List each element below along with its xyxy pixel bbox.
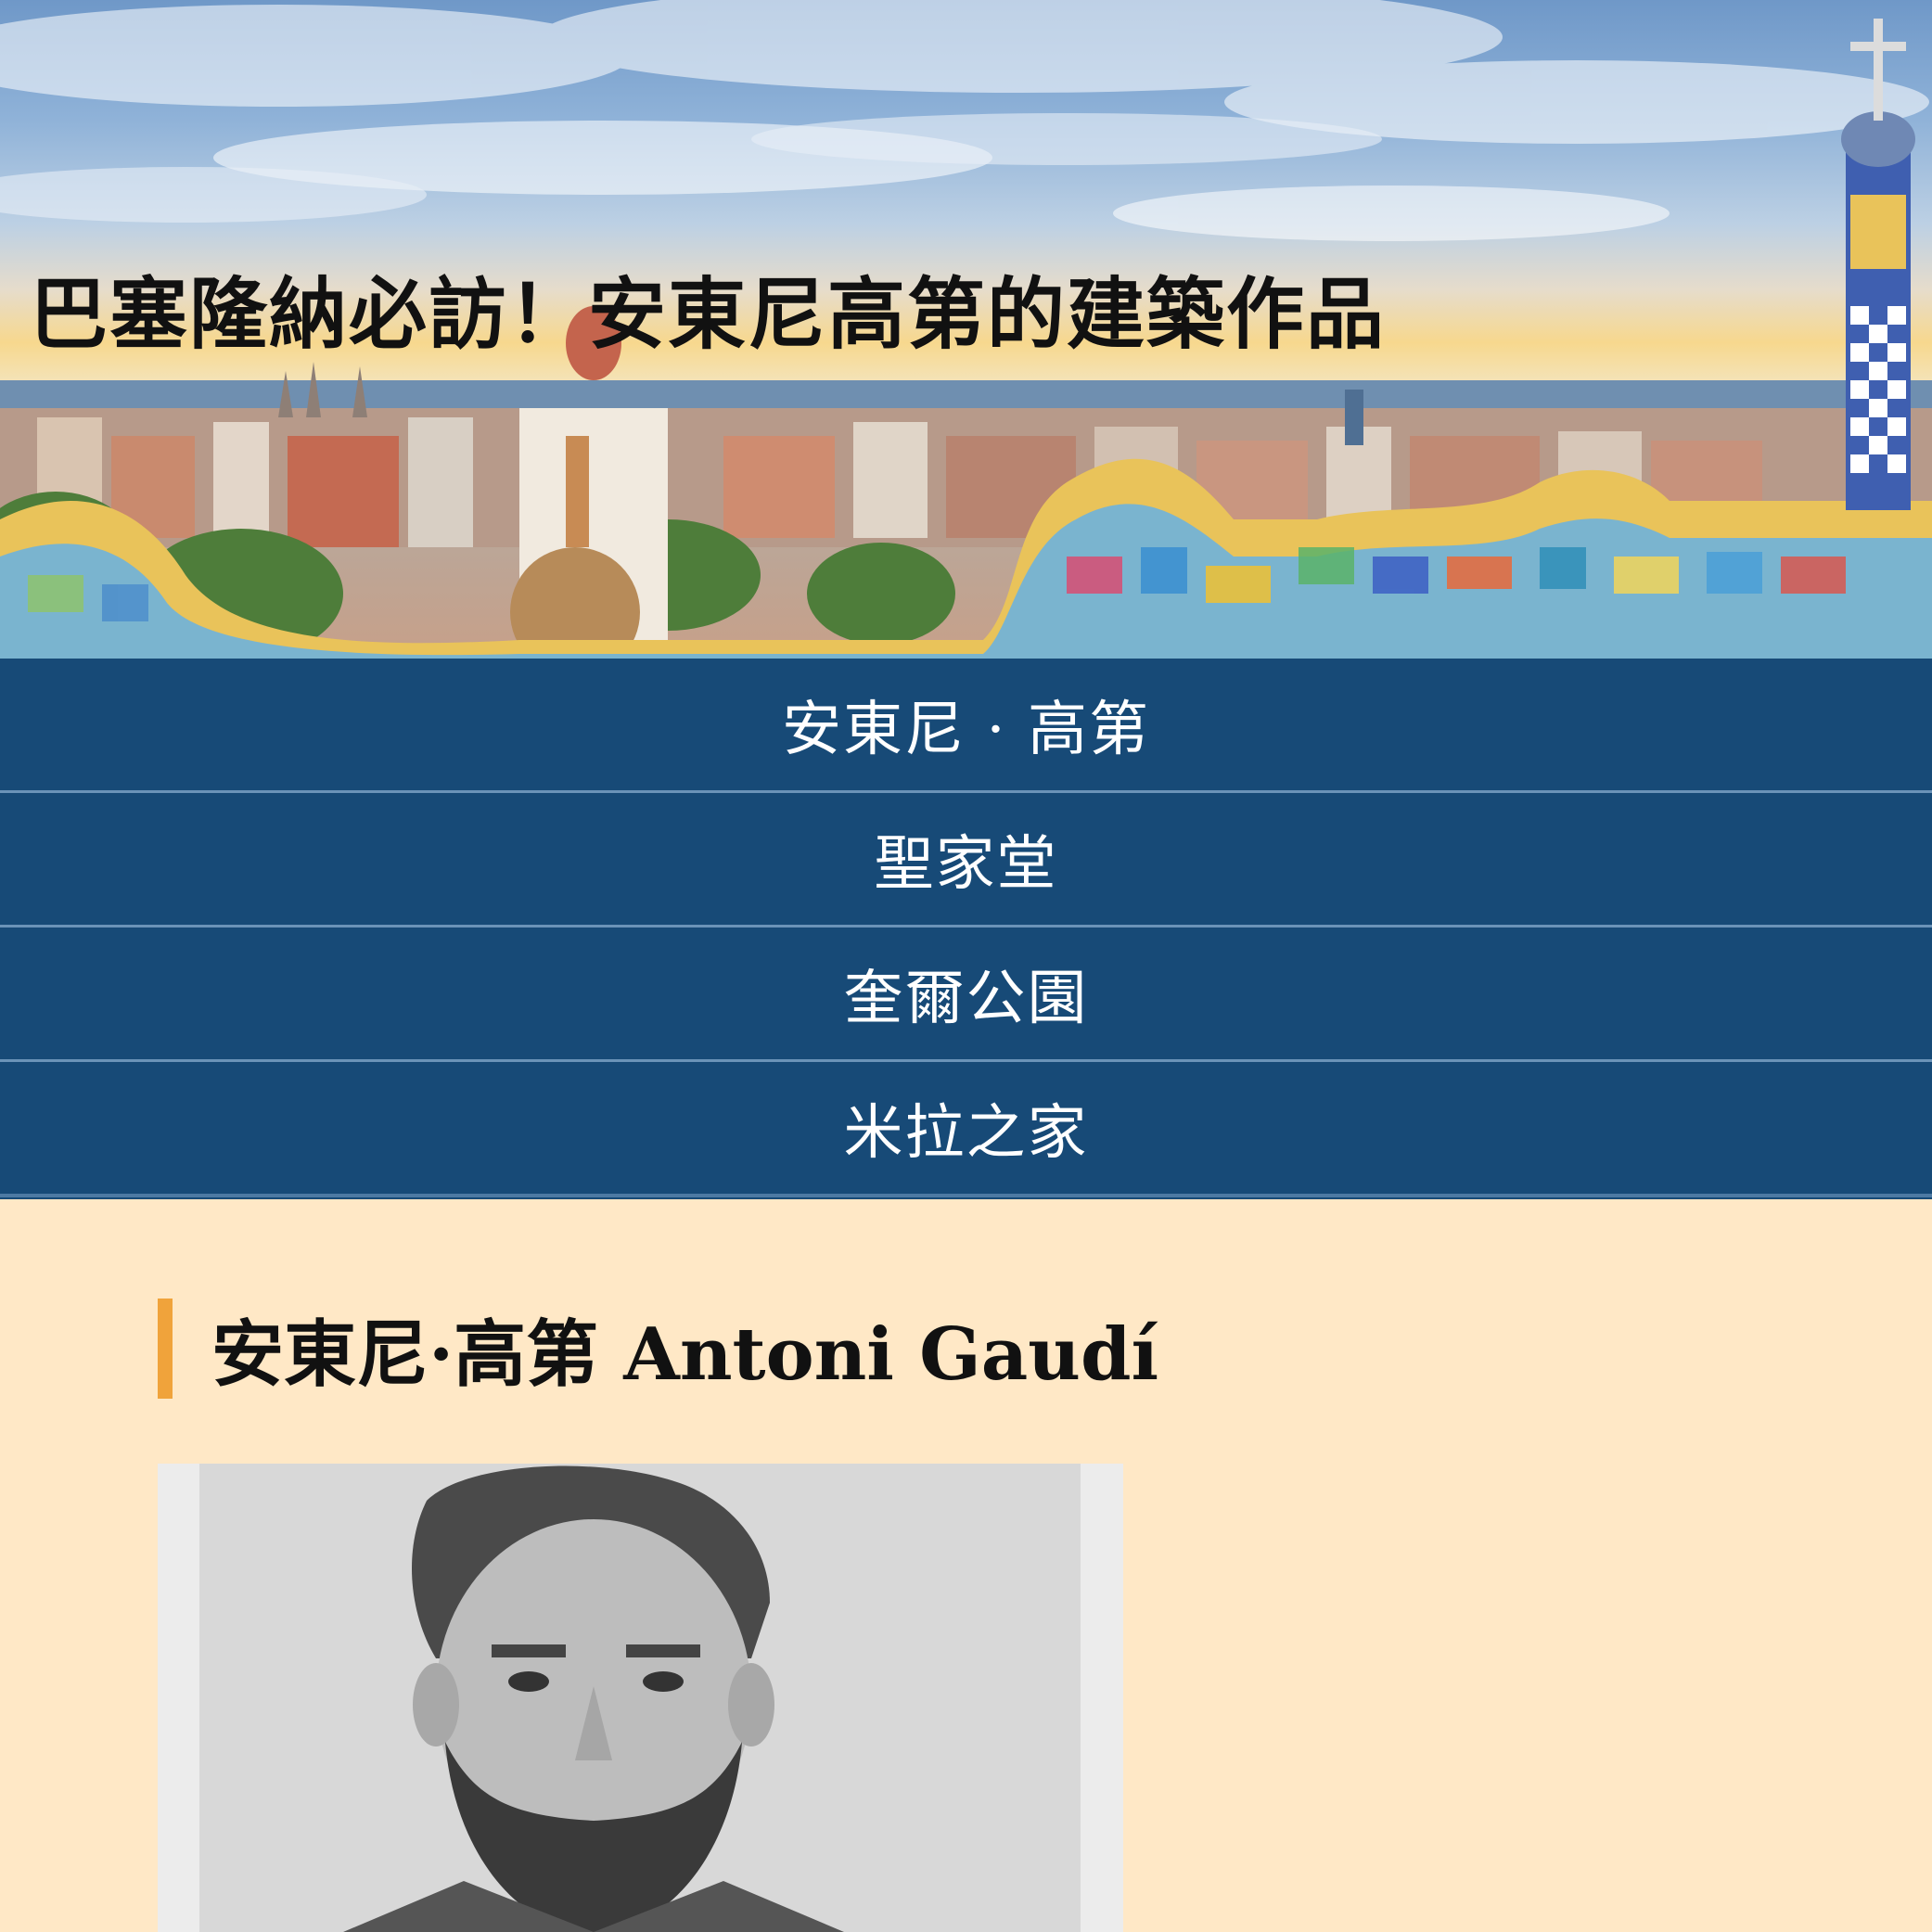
nav-item-casa-mila[interactable]: 米拉之家: [0, 1062, 1932, 1197]
hero-banner: 巴塞隆納必訪！安東尼高第的建築作品: [0, 0, 1932, 659]
section-heading: 安東尼·高第 Antoni Gaudí: [158, 1299, 1158, 1399]
nav-item-gaudi[interactable]: 安東尼 · 高第: [0, 659, 1932, 793]
nav-item-sagrada-familia[interactable]: 聖家堂: [0, 793, 1932, 928]
site-title: 巴塞隆納必訪！安東尼高第的建築作品: [30, 252, 1386, 365]
gaudi-portrait-image: [158, 1464, 1123, 1932]
main-nav: 安東尼 · 高第 聖家堂 奎爾公園 米拉之家: [0, 659, 1932, 1199]
nav-item-park-guell[interactable]: 奎爾公園: [0, 928, 1932, 1062]
